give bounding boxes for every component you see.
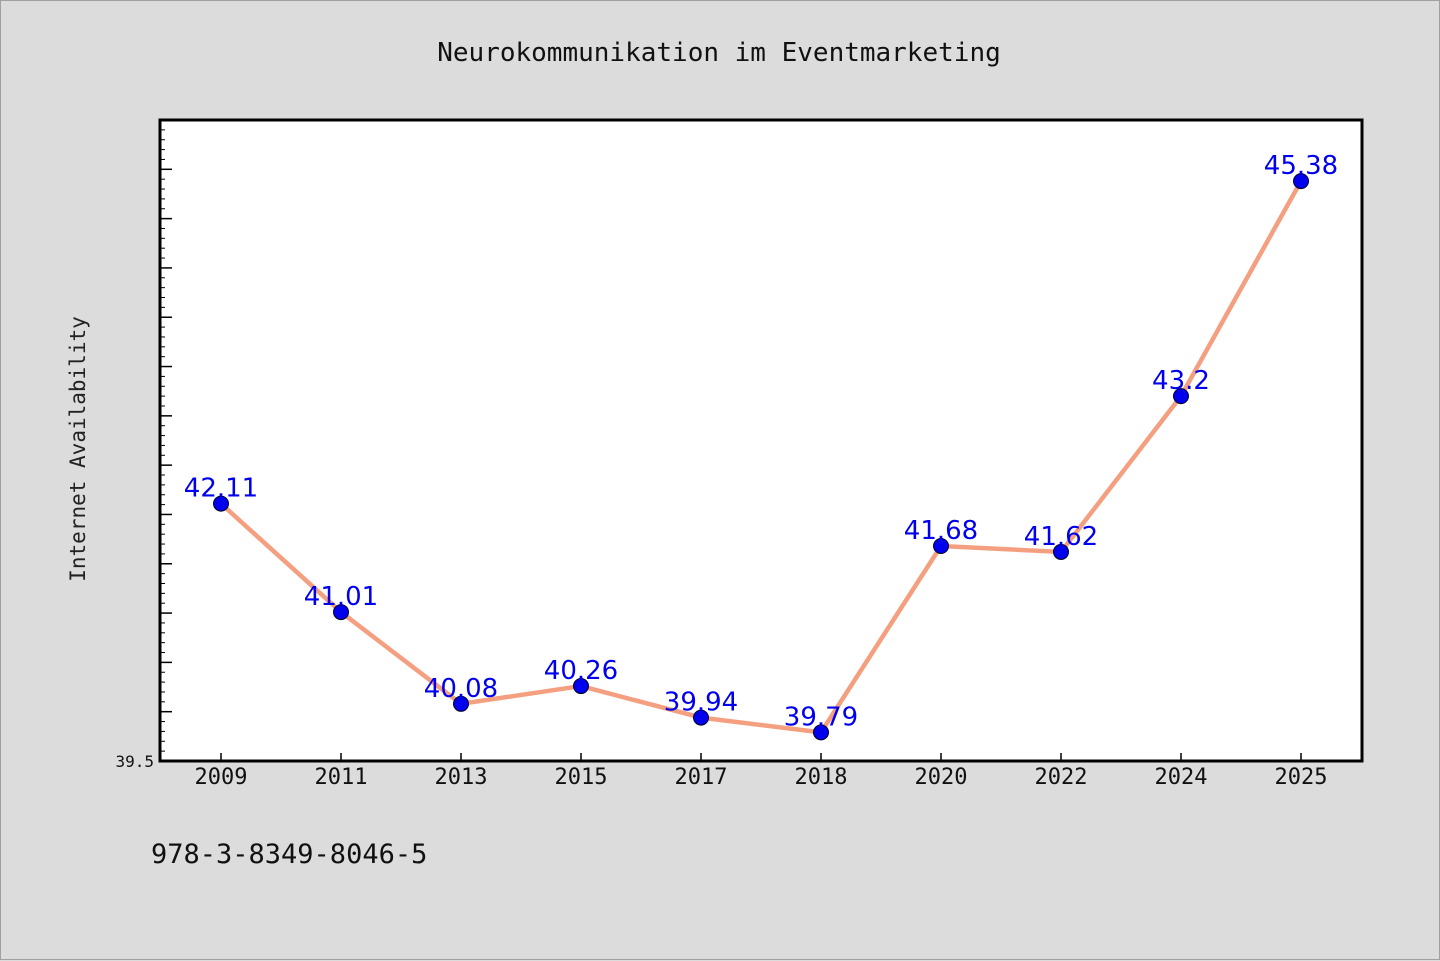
- x-tick-label: 2009: [195, 765, 248, 790]
- x-tick-label: 2024: [1155, 765, 1208, 790]
- x-tick-label: 2017: [675, 765, 728, 790]
- data-label: 40.26: [544, 656, 618, 686]
- data-label: 41.01: [304, 582, 378, 612]
- data-label: 39.79: [784, 702, 858, 732]
- data-point: [453, 695, 469, 712]
- x-tick-label: 2025: [1275, 765, 1328, 790]
- data-label: 43.2: [1152, 366, 1210, 396]
- data-point: [1173, 388, 1189, 405]
- data-point: [1293, 173, 1309, 190]
- data-label: 42.11: [184, 474, 258, 504]
- data-label: 41.68: [904, 516, 978, 546]
- y-axis-label: Internet Availability: [66, 316, 90, 582]
- series-layer: 42.11 41.01 40.08 40.26 39.94 39.79 41.68 41.62…: [184, 151, 1338, 741]
- plot-area: [158, 118, 1364, 763]
- data-point: [813, 724, 829, 741]
- data-label: 41.62: [1024, 522, 1098, 552]
- x-tick-label: 2015: [555, 765, 608, 790]
- x-tick-label: 2022: [1035, 765, 1088, 790]
- x-tick-label: 2011: [315, 765, 368, 790]
- data-point: [213, 495, 229, 512]
- data-label: 40.08: [424, 674, 498, 704]
- footnote-isbn: 978-3-8349-8046-5: [151, 839, 427, 870]
- data-point: [333, 604, 349, 621]
- axis-ticks: 39.5 2009 2011 2013 2015 2017 2018 2020 2022 2024…: [115, 119, 1328, 790]
- x-tick-label: 2013: [435, 765, 488, 790]
- data-point: [573, 678, 589, 695]
- data-point: [933, 538, 949, 555]
- data-point: [1053, 543, 1069, 560]
- data-label: 39.94: [664, 688, 738, 718]
- data-point: [693, 709, 709, 726]
- y-tick-label: 39.5: [115, 752, 154, 771]
- chart-title: Neurokommunikation im Eventmarketing: [437, 38, 1001, 68]
- series-line: [218, 178, 1304, 735]
- x-tick-label: 2018: [795, 765, 848, 790]
- data-label: 45.38: [1264, 151, 1338, 181]
- x-tick-label: 2020: [915, 765, 968, 790]
